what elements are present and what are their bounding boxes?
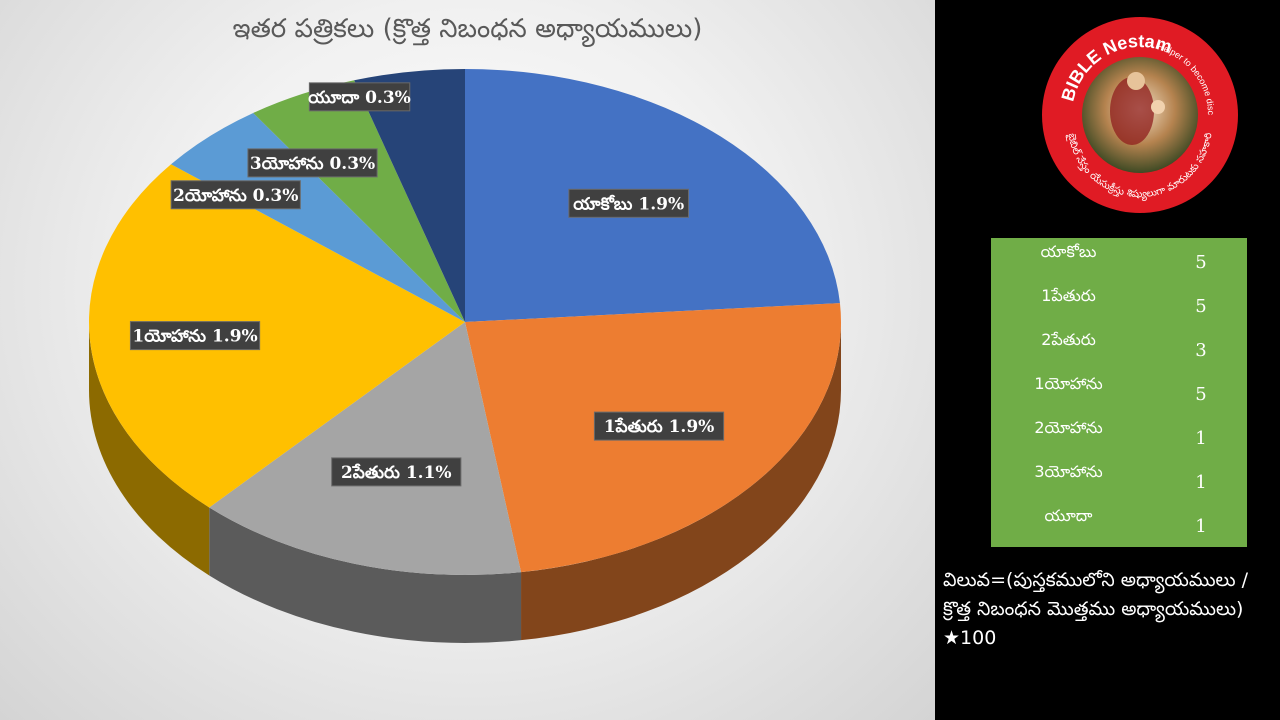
table-row-name: 3యోహాను [1034,462,1103,481]
table-row: యాకోబు 5 [991,238,1247,282]
svg-text:3యోహాను 0.3%: 3యోహాను 0.3% [250,154,375,174]
table-row-name: 2పేతురు [1041,330,1096,349]
pie-side-2 [209,507,522,643]
svg-text:యాకోబు 1.9%: యాకోబు 1.9% [573,194,684,214]
table-row: 1పేతురు 5 [991,282,1247,326]
svg-text:యూదా 0.3%: యూదా 0.3% [308,88,411,108]
data-label: 2పేతురు 1.1% [331,457,462,487]
table-row-value: 3 [1195,340,1207,361]
pie-slice [253,80,465,322]
table-row-value: 5 [1195,252,1207,273]
table-row-name: 2యోహాను [1034,418,1103,437]
pie-slice [209,322,522,575]
pie-slice [354,69,465,322]
table-row-value: 1 [1195,516,1207,537]
table-row-name: యూదా [1044,506,1093,525]
table-row-value: 5 [1195,296,1207,317]
table-row: 2యోహాను 1 [991,414,1247,458]
formula-text: విలువ=(పుస్తకములోని అధ్యాయములు / క్రొత్త… [943,569,1249,649]
table-row: 3యోహాను 1 [991,458,1247,502]
svg-text:1పేతురు 1.9%: 1పేతురు 1.9% [604,417,715,437]
chart-panel: యాకోబు 1.9% 1పేతురు 1.9% 2పేతురు 1.1% 1యోహా… [0,0,935,720]
svg-text:2యోహాను 0.3%: 2యోహాను 0.3% [173,186,298,206]
pie-side [89,322,841,643]
pie-side-3 [89,322,210,576]
data-label: 1యోహాను 1.9% [129,321,261,351]
table-row: 1యోహాను 5 [991,370,1247,414]
pie-slice [171,112,465,322]
data-label: యూదా 0.3% [308,82,411,112]
chart-title: ఇతర పత్రికలు (క్రొత్త నిబంధన అధ్యాయములు) [232,14,703,44]
data-label: 3యోహాను 0.3% [247,148,378,178]
table-row-value: 1 [1195,472,1207,493]
table-row-name: 1యోహాను [1034,374,1103,393]
data-label: యాకోబు 1.9% [568,188,689,218]
data-label: 2యోహాను 0.3% [170,180,301,210]
svg-text:2పేతురు 1.1%: 2పేతురు 1.1% [341,463,452,483]
table-row: 2పేతురు 3 [991,326,1247,370]
table-row-value: 1 [1195,428,1207,449]
data-label: 1పేతురు 1.9% [593,411,725,441]
data-labels: యాకోబు 1.9% 1పేతురు 1.9% 2పేతురు 1.1% 1యోహా… [129,82,725,487]
svg-text:1యోహాను 1.9%: 1యోహాను 1.9% [132,327,257,347]
pie-slice [88,164,465,508]
pie-side-1 [521,322,841,641]
table-row: యూదా 1 [991,502,1247,546]
table-row-name: యాకోబు [1040,242,1097,261]
pie-chart: యాకోబు 1.9% 1పేతురు 1.9% 2పేతురు 1.1% 1యోహా… [88,69,841,643]
bible-nestam-logo: BIBLE Nestam Helper to become disciple o… [1040,15,1238,213]
table-row-value: 5 [1195,384,1207,405]
table-row-name: 1పేతురు [1041,286,1096,305]
values-table: యాకోబు 5 1పేతురు 5 2పేతురు 3 1యోహాను 5 2యోహాను 1 3… [991,238,1247,547]
